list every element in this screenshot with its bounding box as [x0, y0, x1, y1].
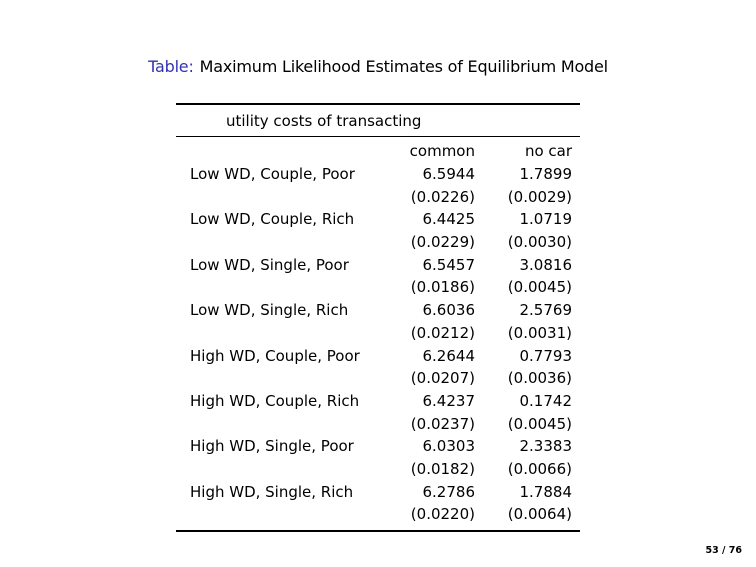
row-label: Low WD, Single, Poor [190, 255, 349, 274]
se-no-car: (0.0029) [507, 187, 572, 206]
table-row-se: (0.0182) (0.0066) [176, 458, 580, 481]
se-common: (0.0182) [410, 459, 475, 478]
estimate-common: 6.2644 [422, 346, 476, 365]
se-common: (0.0226) [410, 187, 475, 206]
table-row: Low WD, Single, Poor 6.5457 3.0816 [176, 253, 580, 276]
estimate-no-car: 1.7899 [519, 165, 573, 184]
estimate-common: 6.2786 [422, 482, 476, 501]
table-caption-text: Maximum Likelihood Estimates of Equilibr… [199, 57, 608, 76]
estimate-common: 6.0303 [422, 437, 476, 456]
se-no-car: (0.0066) [507, 459, 572, 478]
estimates-table: utility costs of transacting common no c… [176, 103, 580, 532]
row-label: High WD, Single, Poor [190, 437, 354, 456]
table-row: Low WD, Couple, Rich 6.4425 1.0719 [176, 208, 580, 231]
table-row: High WD, Couple, Rich 6.4237 0.1742 [176, 390, 580, 413]
estimate-no-car: 0.7793 [519, 346, 573, 365]
column-header-common: common [409, 142, 475, 161]
table-row-se: (0.0186) (0.0045) [176, 276, 580, 299]
table-caption-prefix: Table: [148, 57, 194, 76]
se-no-car: (0.0045) [507, 414, 572, 433]
se-no-car: (0.0064) [507, 505, 572, 524]
table-row-se: (0.0212) (0.0031) [176, 322, 580, 345]
table-row-se: (0.0220) (0.0064) [176, 503, 580, 526]
estimate-common: 6.4237 [422, 391, 476, 410]
estimate-no-car: 1.0719 [519, 210, 573, 229]
estimate-common: 6.6036 [422, 301, 476, 320]
se-no-car: (0.0031) [507, 323, 572, 342]
se-common: (0.0220) [410, 505, 475, 524]
row-label: High WD, Couple, Poor [190, 346, 360, 365]
row-label: Low WD, Couple, Poor [190, 165, 355, 184]
column-header-row: common no car [176, 140, 580, 163]
table-row: Low WD, Couple, Poor 6.5944 1.7899 [176, 163, 580, 186]
table-section-header-row: utility costs of transacting [176, 105, 580, 137]
table-row-se: (0.0226) (0.0029) [176, 185, 580, 208]
table-row: Low WD, Single, Rich 6.6036 2.5769 [176, 299, 580, 322]
se-no-car: (0.0036) [507, 369, 572, 388]
table-row: High WD, Couple, Poor 6.2644 0.7793 [176, 344, 580, 367]
se-common: (0.0237) [410, 414, 475, 433]
table-row: High WD, Single, Rich 6.2786 1.7884 [176, 480, 580, 503]
page-number: 53 / 76 [705, 545, 742, 556]
table-row-se: (0.0207) (0.0036) [176, 367, 580, 390]
table-body: common no car Low WD, Couple, Poor 6.594… [176, 137, 580, 530]
estimate-no-car: 1.7884 [519, 482, 573, 501]
table-row-se: (0.0229) (0.0030) [176, 231, 580, 254]
row-label: High WD, Single, Rich [190, 482, 354, 501]
estimate-no-car: 3.0816 [519, 255, 573, 274]
se-common: (0.0207) [410, 369, 475, 388]
se-no-car: (0.0045) [507, 278, 572, 297]
estimate-common: 6.5944 [422, 165, 476, 184]
column-header-no-car: no car [524, 142, 572, 161]
se-no-car: (0.0030) [507, 233, 572, 252]
se-common: (0.0229) [410, 233, 475, 252]
table-caption: Table: Maximum Likelihood Estimates of Eq… [0, 57, 756, 76]
table-section-header: utility costs of transacting [226, 111, 422, 130]
estimate-no-car: 2.5769 [519, 301, 573, 320]
table-row-se: (0.0237) (0.0045) [176, 412, 580, 435]
estimate-no-car: 2.3383 [519, 437, 573, 456]
estimate-common: 6.5457 [422, 255, 476, 274]
se-common: (0.0212) [410, 323, 475, 342]
row-label: High WD, Couple, Rich [190, 391, 360, 410]
row-label: Low WD, Single, Rich [190, 301, 349, 320]
estimate-no-car: 0.1742 [519, 391, 573, 410]
row-label: Low WD, Couple, Rich [190, 210, 355, 229]
table-row: High WD, Single, Poor 6.0303 2.3383 [176, 435, 580, 458]
se-common: (0.0186) [410, 278, 475, 297]
estimate-common: 6.4425 [422, 210, 476, 229]
